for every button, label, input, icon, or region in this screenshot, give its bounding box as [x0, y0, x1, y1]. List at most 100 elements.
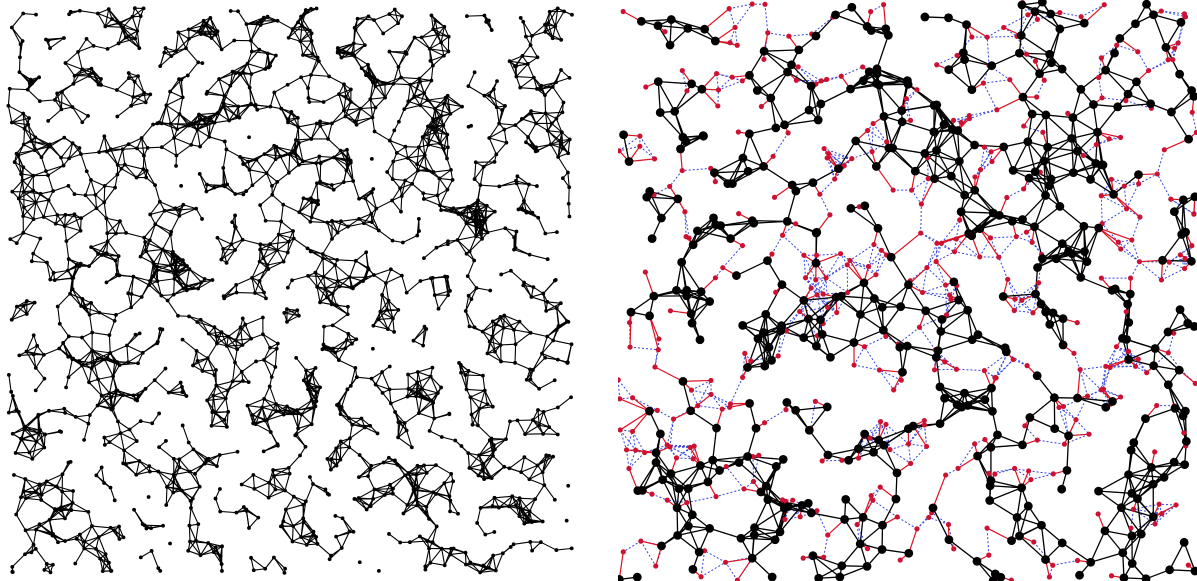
graph-node — [541, 410, 546, 414]
graph-edge — [195, 540, 202, 556]
graph-edge — [65, 51, 79, 64]
graph-edge — [262, 403, 277, 408]
graph-edge — [53, 269, 68, 274]
graph-node — [30, 456, 35, 461]
graph-edge — [166, 104, 180, 115]
graph-node — [266, 495, 271, 500]
graph-node — [483, 218, 488, 222]
graph-node — [421, 191, 426, 196]
graph-node — [418, 279, 423, 283]
graph-node — [416, 485, 421, 490]
graph-edge — [545, 31, 562, 41]
graph-node — [257, 279, 262, 283]
graph-edge — [65, 241, 70, 260]
graph-edge — [269, 234, 280, 245]
graph-node — [543, 111, 548, 116]
graph-edge — [332, 293, 338, 306]
graph-edge — [556, 308, 560, 327]
graph-edge — [355, 260, 369, 269]
graph-edge — [393, 83, 411, 86]
graph-edge — [166, 474, 175, 488]
graph-node — [225, 388, 230, 393]
graph-node — [301, 520, 306, 524]
graph-node — [53, 221, 58, 226]
graph-edge — [261, 407, 268, 421]
graph-edge — [244, 324, 252, 339]
graph-edge — [434, 294, 440, 309]
graph-edge — [415, 395, 432, 402]
graph-edge — [174, 257, 179, 273]
graph-node — [90, 524, 94, 528]
graph-edge — [141, 124, 154, 139]
graph-node — [494, 152, 499, 157]
graph-edge — [358, 213, 372, 220]
graph-edge — [322, 253, 338, 261]
graph-edge — [71, 509, 89, 513]
graph-edge — [465, 563, 481, 573]
graph-node — [181, 286, 186, 291]
graph-node — [369, 190, 374, 195]
graph-node — [445, 242, 450, 247]
graph-edge — [440, 26, 445, 43]
graph-edge — [235, 277, 253, 286]
graph-edge — [375, 384, 390, 390]
graph-edge — [23, 490, 42, 496]
graph-edge — [349, 426, 366, 439]
graph-node — [433, 18, 438, 23]
graph-node — [27, 450, 32, 455]
graph-node — [487, 93, 492, 98]
graph-edge — [394, 9, 399, 24]
graph-edge — [260, 20, 278, 26]
graph-edge — [271, 181, 278, 195]
graph-node — [517, 496, 522, 501]
graph-edge — [254, 488, 269, 499]
graph-edge — [188, 315, 201, 321]
graph-node — [355, 16, 360, 21]
graph-edge — [199, 136, 210, 147]
graph-node — [233, 360, 237, 365]
graph-node — [80, 120, 85, 125]
graph-edge — [106, 220, 121, 234]
graph-node — [149, 526, 153, 531]
graph-edge — [333, 156, 348, 166]
graph-edge — [43, 216, 56, 225]
graph-edge — [358, 192, 373, 200]
graph-edge — [108, 320, 116, 336]
graph-edge — [284, 312, 299, 317]
graph-node — [481, 164, 486, 169]
graph-node — [337, 92, 341, 97]
graph-node — [114, 313, 118, 317]
graph-edge — [348, 446, 360, 456]
graph-node — [294, 355, 299, 360]
graph-node — [238, 72, 243, 77]
graph-edge — [352, 180, 360, 199]
graph-node — [90, 348, 94, 353]
graph-edge — [130, 276, 134, 295]
graph-node — [475, 219, 480, 224]
graph-node — [23, 477, 28, 481]
graph-edge — [521, 509, 525, 524]
graph-node — [46, 119, 51, 123]
graph-node — [180, 258, 185, 263]
graph-node — [149, 549, 154, 553]
graph-node — [143, 240, 148, 244]
graph-node — [32, 300, 37, 305]
graph-edge — [373, 268, 392, 276]
graph-edge — [88, 368, 93, 383]
graph-edge — [52, 185, 69, 192]
graph-edge — [530, 332, 548, 338]
graph-node — [147, 469, 152, 474]
graph-edge — [343, 170, 347, 183]
graph-node — [249, 38, 253, 43]
graph-edge — [259, 204, 267, 221]
graph-node — [339, 405, 344, 409]
graph-edge — [465, 310, 476, 328]
graph-node — [33, 547, 38, 551]
graph-node — [144, 526, 149, 531]
graph-edge — [122, 394, 136, 401]
graph-node — [418, 103, 423, 108]
graph-node — [37, 75, 42, 80]
graph-edge — [358, 497, 374, 500]
graph-edge — [482, 455, 494, 472]
graph-edge — [32, 238, 41, 254]
